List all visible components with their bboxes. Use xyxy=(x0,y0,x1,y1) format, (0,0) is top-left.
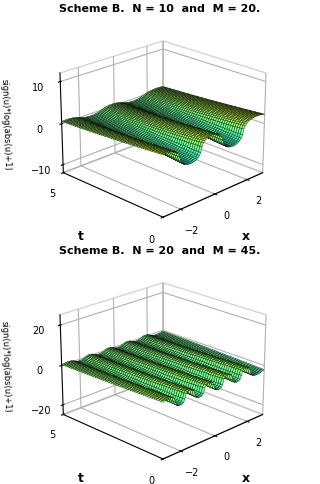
Title: Scheme B.  N = 10  and  M = 20.: Scheme B. N = 10 and M = 20. xyxy=(60,4,260,14)
X-axis label: x: x xyxy=(242,471,250,484)
Y-axis label: t: t xyxy=(77,471,83,484)
X-axis label: x: x xyxy=(242,230,250,243)
Y-axis label: t: t xyxy=(77,230,83,243)
Title: Scheme B.  N = 20  and  M = 45.: Scheme B. N = 20 and M = 45. xyxy=(59,245,261,256)
